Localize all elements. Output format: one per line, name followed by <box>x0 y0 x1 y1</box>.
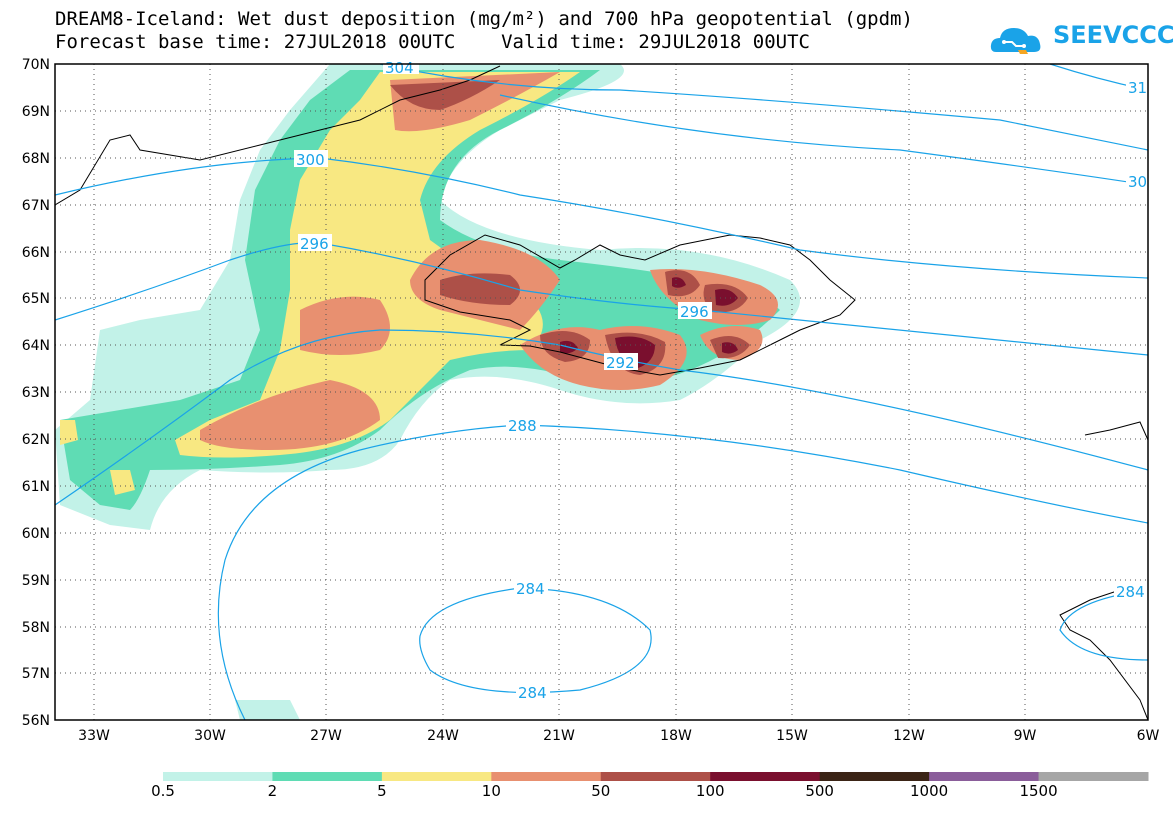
lat-ticks: 70N 69N 68N 67N 66N 65N 64N 63N 62N 61N … <box>22 57 50 729</box>
map-title-line-2: Forecast base time: 27JUL2018 00UTC Vali… <box>55 31 810 53</box>
lon-tick: 12W <box>893 728 925 744</box>
legend-swatch <box>1038 772 1149 781</box>
lon-tick: 30W <box>194 728 226 744</box>
contour-label-284-top: 284 <box>516 580 545 598</box>
legend-label: 0.5 <box>151 782 175 800</box>
contour-label-296-west: 296 <box>300 235 329 253</box>
lat-tick: 63N <box>22 385 50 401</box>
legend-swatch <box>272 772 383 781</box>
legend-swatch <box>381 772 492 781</box>
lat-tick: 67N <box>22 198 50 214</box>
legend-swatch <box>710 772 821 781</box>
contour-label-284-east: 284 <box>1116 583 1145 601</box>
legend-label: 10 <box>481 782 501 800</box>
logo-text: SEEVCCC <box>1053 21 1175 49</box>
contour-label-30: 30 <box>1128 173 1147 191</box>
lon-tick: 15W <box>776 728 808 744</box>
lat-tick: 65N <box>22 291 50 307</box>
lat-tick: 69N <box>22 104 50 120</box>
legend-swatch <box>929 772 1040 781</box>
lat-tick: 68N <box>22 151 50 167</box>
legend-swatch <box>491 772 602 781</box>
lat-tick: 62N <box>22 432 50 448</box>
contour-label-31: 31 <box>1128 79 1147 97</box>
contour-label-292: 292 <box>606 354 635 372</box>
contour-label-300: 300 <box>296 151 325 169</box>
legend-label: 500 <box>805 782 834 800</box>
map-title-line-1: DREAM8-Iceland: Wet dust deposition (mg/… <box>55 8 913 30</box>
lat-tick: 66N <box>22 245 50 261</box>
lon-tick: 33W <box>78 728 110 744</box>
legend-label: 1500 <box>1019 782 1058 800</box>
cloud-logo-icon <box>990 28 1041 54</box>
contour-labels: 304 300 296 296 292 288 284 284 284 31 3… <box>294 58 1148 702</box>
legend-label: 5 <box>377 782 387 800</box>
contour-label-296-east: 296 <box>680 303 709 321</box>
contour-label-304: 304 <box>385 59 414 77</box>
lat-tick: 64N <box>22 338 50 354</box>
lat-tick: 70N <box>22 57 50 73</box>
lat-tick: 56N <box>22 713 50 729</box>
lon-tick: 6W <box>1137 728 1160 744</box>
lon-tick: 27W <box>310 728 342 744</box>
lon-tick: 9W <box>1014 728 1037 744</box>
legend-label: 50 <box>591 782 611 800</box>
dust-deposition-field <box>55 64 800 720</box>
lat-tick: 60N <box>22 526 50 542</box>
lat-tick: 61N <box>22 479 50 495</box>
contour-label-284-bottom: 284 <box>518 684 547 702</box>
legend-label: 1000 <box>910 782 949 800</box>
legend-swatch <box>819 772 930 781</box>
map-frame <box>54 63 1149 721</box>
grid-lines <box>55 64 1148 720</box>
lon-tick: 24W <box>427 728 459 744</box>
legend-label: 2 <box>267 782 278 800</box>
legend-color-bar <box>163 772 1149 781</box>
lon-tick: 21W <box>543 728 575 744</box>
contour-label-288: 288 <box>508 417 537 435</box>
geopotential-contours <box>55 64 1148 720</box>
lat-tick: 57N <box>22 666 50 682</box>
lat-tick: 59N <box>22 573 50 589</box>
legend-swatch <box>600 772 711 781</box>
lon-tick: 18W <box>660 728 692 744</box>
lon-ticks: 33W 30W 27W 24W 21W 18W 15W 12W 9W 6W <box>78 728 1159 744</box>
legend-swatch <box>163 772 273 781</box>
legend-label: 100 <box>695 782 725 800</box>
lat-tick: 58N <box>22 620 50 636</box>
